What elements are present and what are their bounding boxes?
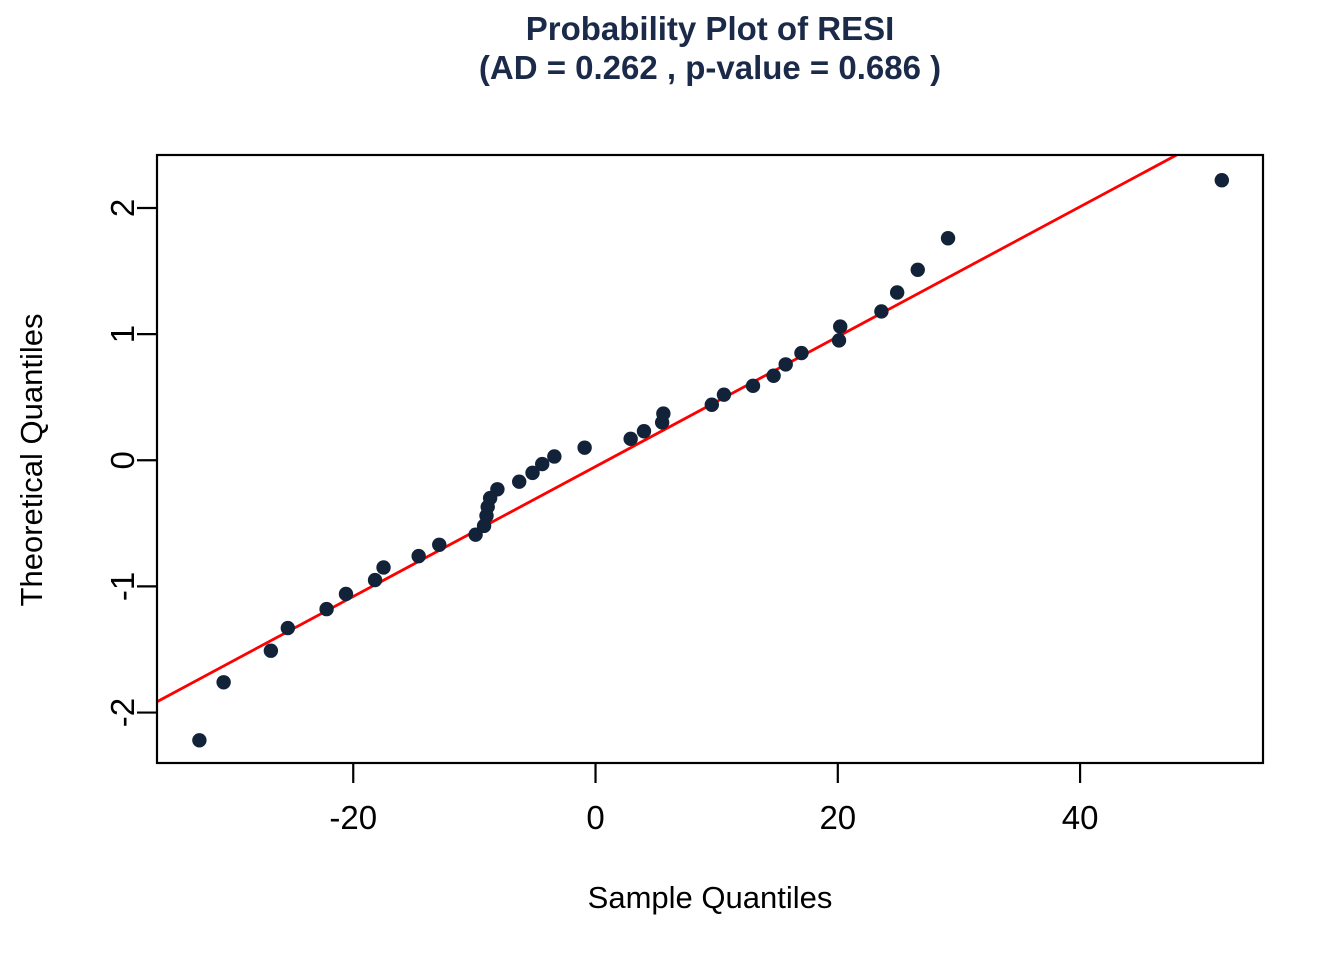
x-tick-label: 40 [1062,799,1099,836]
data-point [831,333,847,348]
data-point [704,397,720,412]
data-point [833,319,848,334]
plot-frame [155,153,1265,765]
data-point [512,474,527,489]
data-point [411,548,426,564]
data-point [319,601,334,617]
data-point [535,456,550,472]
y-tick-label: 1 [104,325,141,343]
chart-title: Probability Plot of RESI [526,10,895,47]
y-tick-label: 0 [104,451,141,469]
y-tick-label: -2 [104,698,141,727]
data-point [263,643,279,658]
x-tick-label: 20 [819,799,856,836]
data-point [910,262,925,277]
data-point [623,431,638,447]
data-point [889,285,905,300]
data-point [192,733,207,748]
data-point [656,406,671,421]
data-point [216,675,231,690]
data-point [794,345,809,361]
x-tick-label: -20 [329,799,377,836]
data-point [525,465,540,481]
data-point [577,440,592,455]
fit-line [156,153,1178,703]
data-point [716,387,732,402]
data-point [778,357,793,372]
data-point [940,231,956,246]
data-point [376,560,391,575]
data-point [874,304,889,319]
data-point [766,368,781,383]
chart-subtitle: (AD = 0.262 , p-value = 0.686 ) [479,49,941,86]
data-point [547,449,562,464]
x-tick-label: 0 [586,799,604,836]
data-point [432,537,447,552]
data-point [367,572,383,588]
data-point [490,482,505,497]
y-tick-label: -1 [104,572,141,601]
y-axis-label: Theoretical Quantiles [14,314,49,607]
data-point [280,620,296,636]
data-point [338,586,354,602]
plot-area: -20 0 20 40 -2 -1 0 1 2 [104,153,1265,836]
y-tick-label: 2 [104,199,141,217]
data-point [745,378,761,394]
data-point [1214,173,1230,188]
x-axis-label: Sample Quantiles [588,880,833,915]
data-point [636,424,652,439]
